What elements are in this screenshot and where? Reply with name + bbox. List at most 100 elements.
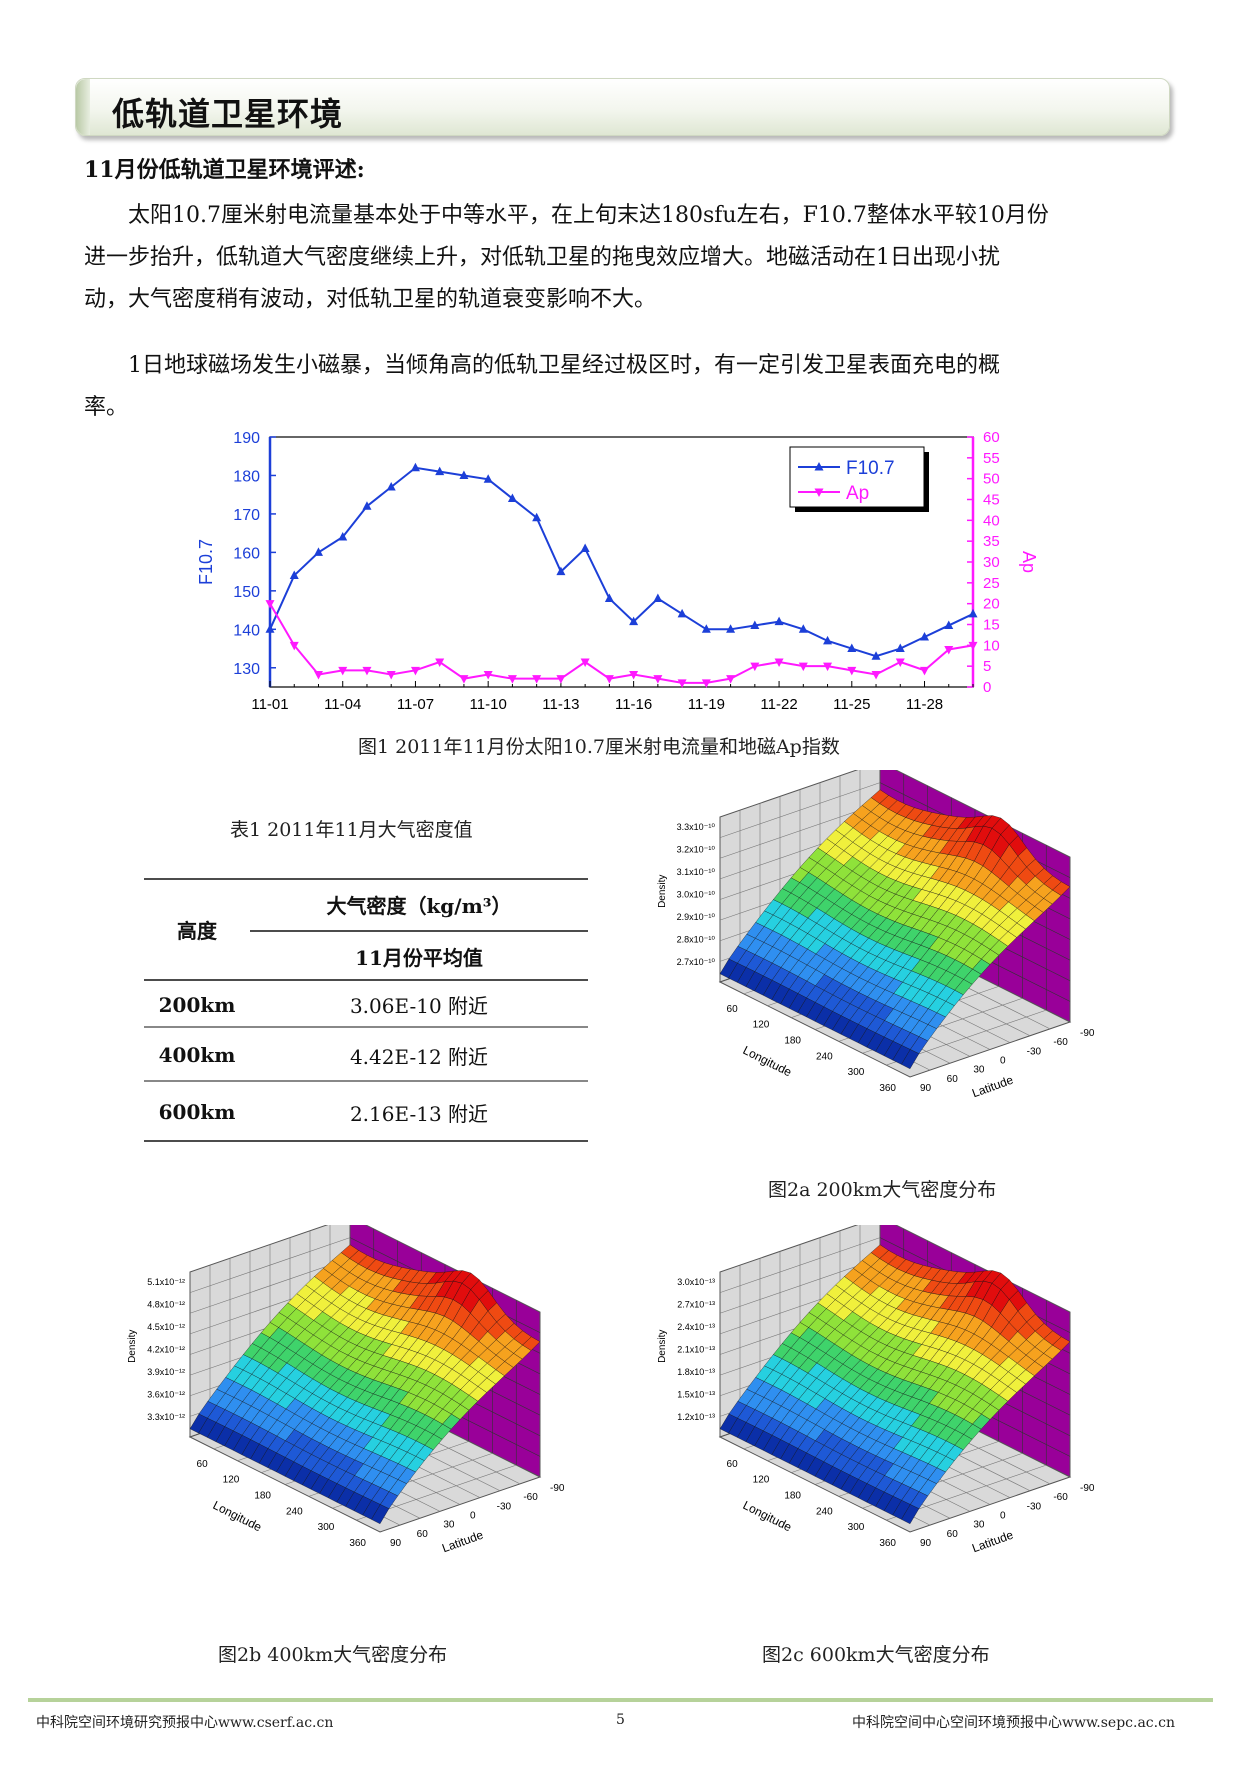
z-axis-label: Density xyxy=(657,1330,668,1363)
paragraph-1: 太阳10.7厘米射电流量基本处于中等水平，在上旬末达180sfu左右，F10.7… xyxy=(84,195,1174,321)
y-tick-label: -30 xyxy=(1027,1501,1042,1512)
legend-box xyxy=(789,446,925,508)
z-tick-label: 2.1x10⁻¹³ xyxy=(677,1345,715,1355)
data-point xyxy=(629,616,639,626)
x-axis-label: Longitude xyxy=(741,1043,795,1080)
z-tick-label: 2.7x10⁻¹⁰ xyxy=(677,957,716,967)
table-cell-height: 200km xyxy=(158,992,236,1017)
left-tick-label: 140 xyxy=(233,622,260,639)
data-point xyxy=(774,658,784,667)
left-tick-label: 170 xyxy=(233,507,260,524)
z-tick-label: 4.2x10⁻¹² xyxy=(147,1345,185,1355)
footer-right-link[interactable]: 中科院空间中心空间环境预报中心www.sepc.ac.cn xyxy=(852,1715,1175,1731)
right-tick-label: 50 xyxy=(983,471,1000,488)
z-tick-label: 2.4x10⁻¹³ xyxy=(677,1322,715,1332)
x-tick-label: 120 xyxy=(753,1020,770,1031)
data-point xyxy=(507,675,517,684)
data-point xyxy=(556,566,566,576)
data-point xyxy=(459,470,469,479)
data-point xyxy=(338,666,348,676)
y-tick-label: 60 xyxy=(947,1529,959,1540)
data-point xyxy=(653,593,663,603)
table-cell-value: 4.42E-12 附近 xyxy=(349,1044,489,1069)
grid-line xyxy=(719,1237,881,1293)
surface-cell xyxy=(371,1504,390,1525)
surface-cell xyxy=(901,1504,920,1525)
data-point xyxy=(920,632,930,641)
z-tick-label: 1.8x10⁻¹³ xyxy=(677,1367,715,1377)
paragraph-2-line: 率。 xyxy=(84,395,129,420)
legend-marker xyxy=(814,462,824,471)
table-header-density: 大气密度（kg/m³） xyxy=(326,893,512,918)
x-tick-label: 240 xyxy=(816,1506,833,1517)
x-tick-label: 60 xyxy=(727,1004,739,1015)
data-point xyxy=(435,466,445,476)
x-tick-label: 240 xyxy=(286,1506,303,1517)
data-point xyxy=(604,675,614,684)
paragraph-2-line: 1日地球磁场发生小磁暴，当倾角高的低轨卫星经过极区时，有一定引发卫星表面充电的概 xyxy=(128,353,1001,378)
data-point xyxy=(532,512,542,522)
header-accent-bar xyxy=(76,79,90,135)
grid-line xyxy=(719,782,881,838)
data-point xyxy=(459,675,469,684)
x-tick-label: 360 xyxy=(349,1538,366,1549)
data-point xyxy=(313,547,323,556)
x-tick-label: 11-25 xyxy=(833,696,870,713)
data-point xyxy=(823,635,833,645)
x-tick-label: 180 xyxy=(784,1491,801,1502)
data-point xyxy=(677,608,687,618)
z-tick-label: 1.2x10⁻¹³ xyxy=(677,1412,715,1422)
data-point xyxy=(871,651,881,660)
series-line xyxy=(269,603,974,684)
data-point xyxy=(750,662,760,672)
y-tick-label: 30 xyxy=(973,1520,985,1531)
data-point xyxy=(871,671,881,680)
y-axis-label: Latitude xyxy=(970,1527,1015,1555)
right-tick-label: 40 xyxy=(983,512,1000,529)
right-tick-label: 15 xyxy=(983,617,1000,634)
z-tick-label: 3.0x10⁻¹⁰ xyxy=(677,890,716,900)
right-tick-label: 20 xyxy=(983,596,1000,613)
x-tick-label: 180 xyxy=(254,1491,271,1502)
data-point xyxy=(580,658,590,667)
x-tick-label: 11-10 xyxy=(470,696,507,713)
right-tick-label: 30 xyxy=(983,554,1000,571)
legend-label: F10.7 xyxy=(846,458,895,479)
table-rules xyxy=(144,878,588,1142)
y2-axis-label: Ap xyxy=(1019,551,1039,573)
left-tick-label: 180 xyxy=(233,468,260,485)
data-point xyxy=(701,679,711,688)
data-point xyxy=(313,671,323,680)
footer-left-link[interactable]: 中科院空间环境研究预报中心www.cserf.ac.cn xyxy=(36,1715,334,1731)
data-point xyxy=(798,662,808,672)
y-tick-label: -30 xyxy=(497,1501,512,1512)
x-axis-label: Longitude xyxy=(741,1498,795,1535)
y-axis-label: F10.7 xyxy=(196,539,216,585)
data-point xyxy=(847,643,857,653)
data-point xyxy=(629,671,639,680)
right-tick-label: 25 xyxy=(983,575,1000,592)
data-point xyxy=(653,675,663,684)
density-plot-400km: 5.1x10⁻¹² 4.8x10⁻¹² 4.5x10⁻¹² 4.2x10⁻¹² 3.9x… xyxy=(127,1225,565,1555)
x-tick-label: 11-01 xyxy=(251,696,288,713)
right-tick-label: 60 xyxy=(983,429,1000,446)
data-point xyxy=(823,662,833,672)
z-tick-label: 3.9x10⁻¹² xyxy=(147,1367,185,1377)
right-tick-label: 5 xyxy=(983,658,991,675)
data-point xyxy=(362,501,372,510)
grid-line xyxy=(719,802,881,859)
table-cell-height: 400km xyxy=(158,1043,236,1067)
data-point xyxy=(920,666,930,676)
data-point xyxy=(265,624,275,633)
right-tick-label: 45 xyxy=(983,492,1000,509)
y-tick-label: 90 xyxy=(920,1538,932,1549)
data-point xyxy=(435,658,445,667)
y-tick-label: -90 xyxy=(1080,1483,1095,1494)
y-tick-label: -60 xyxy=(1053,1492,1068,1503)
data-point xyxy=(386,671,396,680)
legend-marker xyxy=(814,488,824,497)
data-point xyxy=(944,620,954,629)
data-point xyxy=(289,641,299,651)
data-point xyxy=(604,593,614,603)
paragraph-1-line: 动，大气密度稍有波动，对低轨卫星的轨道衰变影响不大。 xyxy=(84,287,657,312)
